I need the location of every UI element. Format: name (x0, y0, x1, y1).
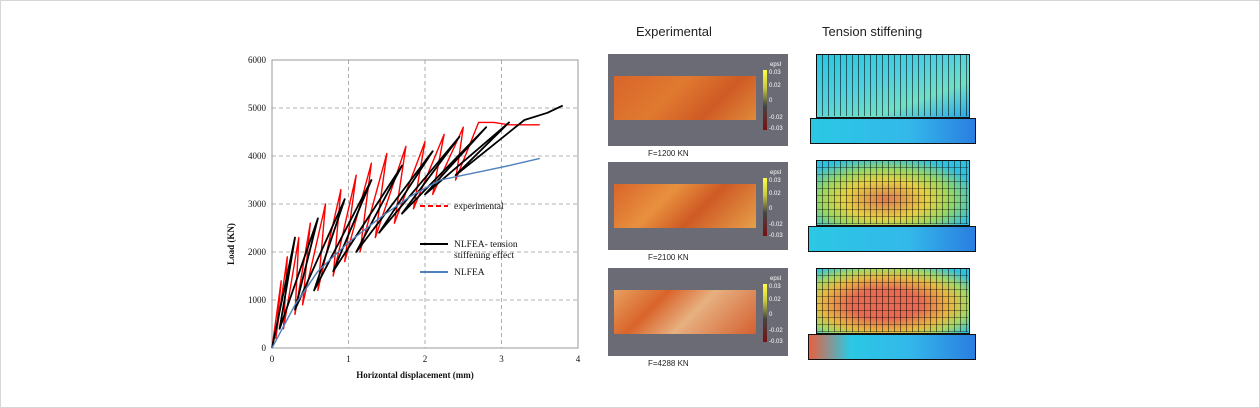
x-tick-label: 3 (499, 354, 504, 364)
colorbar (763, 70, 767, 130)
series-group (271, 104, 564, 349)
colorbar-tick: -0.02 (769, 328, 783, 334)
base-beam-mesh (808, 334, 976, 360)
legend-entry: NLFEA- tension stiffening effect (454, 240, 518, 261)
base-beam-mesh (810, 118, 976, 144)
fe-contour-image-2 (806, 158, 978, 254)
colorbar (763, 178, 767, 236)
colorbar-tick: 0.02 (769, 297, 781, 303)
base-beam-mesh (808, 226, 976, 252)
experimental-image-1: epsI 0.03 0.02 0 -0.02 -0.03 (608, 54, 788, 146)
colorbar-label: epsI (770, 276, 782, 282)
mesh-lines (816, 160, 968, 224)
y-tick-label: 1000 (248, 295, 267, 305)
colorbar-tick: 0 (769, 312, 773, 318)
series-line-experimental (271, 121, 540, 349)
fe-contour-image-3 (806, 266, 978, 362)
series-line-nlfea-tension-stiffening-effect (271, 104, 564, 349)
legend: experimental NLFEA- tension stiffening eff… (420, 202, 518, 278)
x-tick-label: 4 (576, 354, 581, 364)
y-tick-label: 2000 (248, 247, 267, 257)
colorbar-tick: 0.03 (769, 284, 781, 290)
colorbar-tick: 0 (769, 206, 773, 212)
colorbar-tick: 0.03 (769, 70, 781, 76)
colorbar-tick: -0.02 (769, 115, 783, 121)
load-caption: F=4288 KN (648, 359, 689, 368)
colorbar-tick: 0.02 (769, 83, 781, 89)
colorbar-label: epsI (770, 62, 782, 68)
series-line-nlfea (271, 157, 540, 349)
wall-strain-map (614, 290, 756, 334)
y-tick-label: 4000 (248, 151, 267, 161)
colorbar-label: epsI (770, 170, 782, 176)
axes: 0 1 2 3 4 0 1000 2000 3000 4000 5000 6000 Horizontal… (226, 55, 581, 380)
experimental-image-2: epsI 0.03 0.02 0 -0.02 -0.03 (608, 162, 788, 250)
load-displacement-chart: 0 1 2 3 4 0 1000 2000 3000 4000 5000 6000 Horizontal… (226, 55, 581, 380)
x-tick-label: 1 (346, 354, 351, 364)
load-caption: F=2100 KN (648, 253, 689, 262)
mesh-lines (816, 268, 968, 332)
load-caption: F=1200 KN (648, 149, 689, 158)
colorbar-tick: -0.02 (769, 222, 783, 228)
experimental-image-3: epsI 0.03 0.02 0 -0.02 -0.03 (608, 268, 788, 356)
y-axis-label: Load (KN) (226, 223, 236, 265)
experimental-panel-title: Experimental (636, 24, 712, 39)
y-tick-label: 3000 (248, 199, 267, 209)
colorbar-tick: -0.03 (769, 233, 783, 239)
tension-stiffening-panel-title: Tension stiffening (822, 24, 923, 39)
wall-strain-map (614, 76, 756, 120)
colorbar-tick: 0.03 (769, 178, 781, 184)
wall-strain-map (614, 184, 756, 228)
legend-entry: NLFEA (454, 268, 485, 278)
colorbar-tick: 0 (769, 98, 773, 104)
colorbar-tick: -0.03 (769, 126, 783, 132)
colorbar (763, 284, 767, 342)
x-axis-label: Horizontal displacement (mm) (356, 370, 473, 380)
x-tick-label: 0 (270, 354, 275, 364)
fe-contour-image-1 (808, 52, 976, 144)
y-tick-label: 5000 (248, 103, 267, 113)
legend-entry: experimental (454, 202, 504, 212)
colorbar-tick: 0.02 (769, 191, 781, 197)
y-tick-label: 0 (262, 343, 267, 353)
mesh-lines (816, 54, 968, 116)
grid (271, 59, 579, 349)
y-tick-label: 6000 (248, 55, 267, 65)
x-tick-label: 2 (423, 354, 428, 364)
colorbar-tick: -0.03 (769, 339, 783, 345)
